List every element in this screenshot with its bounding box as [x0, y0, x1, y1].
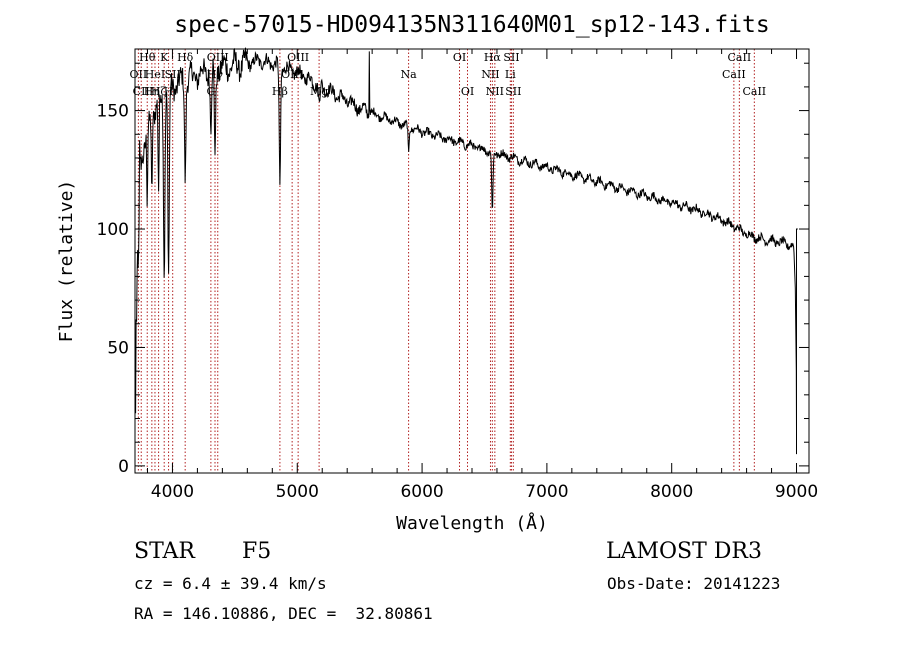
line-marker-label: OIII	[287, 51, 309, 64]
line-marker-label: OII	[130, 68, 148, 81]
object-class: STAR	[134, 539, 195, 564]
line-marker-label: OI	[453, 51, 466, 64]
y-tick-label: 0	[118, 457, 129, 477]
line-marker-label: G	[206, 85, 215, 98]
line-marker-labels: OIICIIHθHηHeIHζKHSIIHδGHγOIIIHβOIIIOIIIM…	[130, 51, 767, 98]
spectrum-line	[135, 47, 798, 455]
line-marker-label: K	[160, 51, 169, 64]
line-markers	[137, 49, 755, 473]
coordinates-text: RA = 146.10886, DEC = 32.80861	[134, 604, 433, 623]
line-marker-label: CaII	[742, 85, 766, 98]
line-marker-label: CII	[133, 85, 150, 98]
obs-date-text: Obs-Date: 20141223	[607, 574, 781, 593]
line-marker-label: SII	[505, 85, 521, 98]
x-tick-label: 8000	[650, 482, 693, 502]
y-axis-ticks: 0 50 100 150	[97, 62, 809, 477]
line-marker-label: H	[164, 85, 174, 98]
redshift-text: cz = 6.4 ± 39.4 km/s	[134, 574, 327, 593]
line-marker-label: CaII	[722, 68, 746, 81]
line-marker-label: Hβ	[272, 85, 288, 98]
x-tick-label: 7000	[525, 482, 568, 502]
line-marker-label: SII	[503, 51, 519, 64]
line-marker-label: Hα	[484, 51, 502, 64]
line-marker-label: NII	[481, 68, 499, 81]
y-axis-label: Flux (relative)	[56, 180, 77, 343]
y-tick-label: 100	[97, 220, 129, 240]
chart-title: spec-57015-HD094135N311640M01_sp12-143.f…	[174, 12, 769, 38]
survey-name: LAMOST DR3	[606, 539, 762, 564]
x-axis-ticks: 4000 5000 6000 7000 8000 9000	[146, 49, 818, 502]
object-subclass: F5	[242, 539, 272, 564]
line-marker-label: Na	[401, 68, 418, 81]
line-marker-label: HeI	[145, 68, 165, 81]
line-marker-label: CaII	[728, 51, 752, 64]
x-tick-label: 6000	[400, 482, 443, 502]
line-marker-label: Hθ	[139, 51, 156, 64]
y-tick-label: 50	[107, 338, 129, 358]
line-marker-label: Hδ	[177, 51, 194, 64]
x-tick-label: 5000	[276, 482, 319, 502]
line-marker-label: SII	[165, 68, 181, 81]
x-tick-label: 4000	[151, 482, 194, 502]
line-marker-label: Li	[505, 68, 516, 81]
x-axis-label: Wavelength (Å)	[396, 512, 548, 534]
line-marker-label: Hη	[144, 85, 160, 98]
y-tick-label: 150	[97, 102, 129, 122]
line-marker-label: Hζ	[151, 85, 167, 98]
x-tick-label: 9000	[775, 482, 818, 502]
spectrum-series	[135, 47, 798, 455]
line-marker-label: OI	[461, 85, 474, 98]
plot-frame	[134, 48, 810, 474]
line-marker-label: NII	[486, 85, 504, 98]
